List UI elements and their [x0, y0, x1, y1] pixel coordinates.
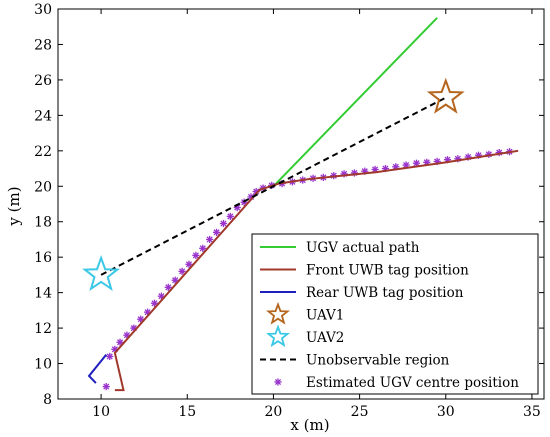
estimated-centre-point	[212, 228, 221, 236]
x-tick-label: 35	[523, 404, 541, 420]
y-tick-label: 26	[34, 73, 52, 89]
estimated-centre-point	[199, 244, 207, 252]
y-tick-label: 18	[34, 215, 52, 231]
legend-swatch	[266, 301, 290, 325]
plot-area	[57, 8, 545, 400]
legend-label: Rear UWB tag position	[306, 285, 464, 301]
uav2-marker	[82, 254, 121, 292]
y-tick-label: 8	[43, 392, 52, 408]
x-tick-label: 20	[265, 404, 283, 420]
estimated-centre-point	[206, 235, 214, 244]
estimated-centre-point	[219, 219, 228, 228]
estimated-centre-point	[192, 251, 200, 260]
estimated-centre-point	[178, 267, 186, 275]
unobservable-region-line	[100, 96, 447, 276]
legend-item: UAV1	[266, 301, 344, 325]
legend-label: UAV1	[306, 308, 344, 324]
legend-label: Estimated UGV centre position	[306, 375, 519, 391]
legend-item: UGV actual path	[260, 240, 420, 256]
legend-item: Estimated UGV centre position	[274, 375, 519, 391]
estimated-centre-point	[102, 382, 110, 391]
legend-box	[251, 233, 539, 395]
front-tag-line	[113, 149, 519, 392]
x-tick-label: 10	[92, 404, 110, 420]
x-tick-label: 15	[178, 404, 196, 420]
uav1-marker	[426, 77, 465, 114]
y-tick-label: 24	[34, 108, 52, 124]
y-tick-label: 20	[34, 179, 52, 195]
legend-label: Unobservable region	[306, 353, 450, 369]
legend-item: UAV2	[266, 324, 344, 348]
plot-content	[82, 17, 519, 392]
rear-tag-line	[87, 354, 108, 384]
legend-label: UAV2	[306, 330, 344, 346]
legend-label: Front UWB tag position	[306, 263, 469, 279]
ugv-actual-path-line	[272, 17, 438, 187]
axes-frame	[57, 8, 545, 400]
legend: UGV actual path Front UWB tag position Rea…	[251, 233, 539, 395]
y-tick-label: 12	[34, 321, 52, 337]
estimated-centre-point	[106, 352, 114, 361]
y-tick-label: 22	[34, 144, 52, 160]
y-tick-label: 28	[34, 37, 52, 53]
legend-item: Rear UWB tag position	[260, 285, 464, 301]
legend-swatch	[266, 324, 290, 348]
y-tick-label: 14	[34, 286, 52, 302]
legend-swatch	[274, 378, 282, 386]
estimated-centre-point	[164, 283, 172, 291]
y-tick-label: 16	[34, 250, 52, 266]
legend-item: Unobservable region	[260, 353, 450, 369]
y-tick-label: 30	[34, 2, 52, 18]
x-tick-label: 30	[437, 404, 455, 420]
y-tick-label: 10	[34, 357, 52, 373]
estimated-centre-point	[412, 159, 421, 167]
x-tick-label: 25	[351, 404, 369, 420]
estimated-centre-point	[226, 212, 234, 221]
legend-label: UGV actual path	[306, 240, 420, 256]
x-axis-label: x (m)	[290, 416, 329, 434]
y-axis-label: y (m)	[5, 186, 23, 226]
legend-item: Front UWB tag position	[260, 263, 469, 279]
axis-ticks: 10 15 20 25 30 35 8 10 12 14 16 18 20 22 24 26 28 30	[34, 2, 544, 420]
